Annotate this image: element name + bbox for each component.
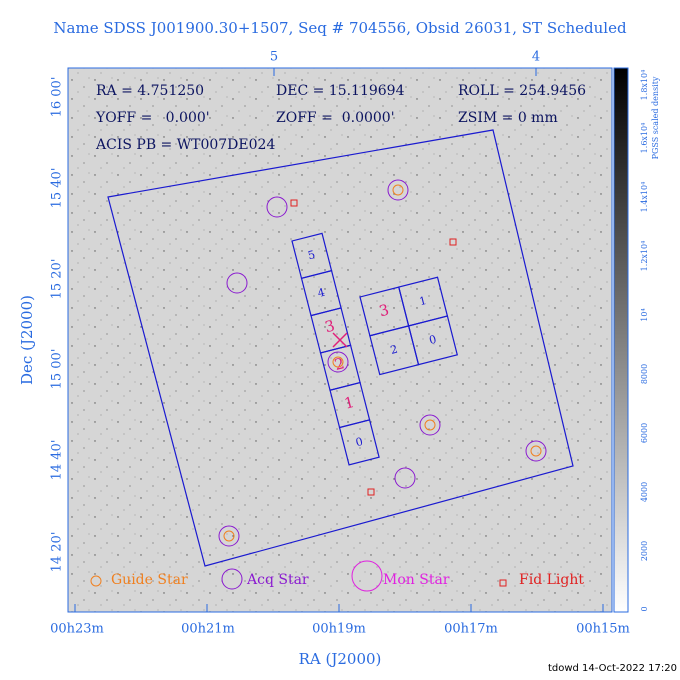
info-roll: ROLL = 254.9456 [458, 83, 586, 99]
colorbar-tick: 4000 [640, 482, 649, 502]
info-acis: ACIS PB = WT007DE024 [95, 137, 275, 153]
guide-star [332, 356, 344, 368]
guide-star [223, 530, 235, 542]
fid-lights [290, 199, 457, 496]
chip-label: 3 [377, 301, 391, 321]
legend-guide-icon [90, 575, 102, 587]
chip-label: 1 [342, 393, 356, 413]
aimpoint [332, 332, 348, 348]
colorbar-tick: 10⁴ [640, 308, 649, 321]
chip-label: 4 [316, 286, 326, 300]
chip-label: 0 [428, 333, 438, 347]
info-zsim: ZSIM = 0 mm [458, 110, 558, 126]
y-tick-label: 15 00' [50, 349, 65, 390]
colorbar-label: PGSS scaled density [651, 76, 660, 159]
legend-mon-icon [351, 560, 383, 592]
x-ticks [74, 68, 604, 612]
acq-star [327, 351, 349, 373]
chip [407, 315, 459, 366]
acq-star [218, 525, 240, 547]
top-tick-label: 4 [532, 50, 540, 65]
legend-fid: Fid Light [519, 572, 584, 588]
acq-star [525, 440, 547, 462]
fid-light [367, 488, 375, 496]
y-tick-label: 14 20' [50, 532, 65, 573]
chip-label: 1 [418, 294, 428, 308]
footer: tdowd 14-Oct-2022 17:20 [548, 663, 677, 674]
x-axis-label: RA (J2000) [299, 650, 382, 668]
x-tick-label: 00h19m [312, 622, 366, 637]
chip [338, 419, 380, 466]
acq-star [387, 179, 409, 201]
colorbar-tick: 1.4x10⁴ [640, 182, 649, 213]
stars [218, 179, 547, 547]
i-array: 3 1 2 0 [359, 276, 459, 376]
chip-label: 3 [323, 316, 337, 336]
chip-label: 2 [389, 343, 399, 357]
colorbar-tick: 1.6x10⁴ [640, 123, 649, 154]
info-yoff: YOFF = 0.000' [95, 110, 210, 126]
chip-label: 2 [333, 354, 347, 374]
legend-acq-icon [221, 568, 243, 590]
acq-star [226, 272, 248, 294]
legend-fid-icon [499, 579, 507, 587]
legend-acq: Acq Star [246, 572, 309, 588]
s-array: 5 4 3 2 1 0 [291, 232, 380, 466]
legend-guide: Guide Star [111, 572, 188, 588]
colorbar-tick: 6000 [640, 423, 649, 443]
acq-star [266, 196, 288, 218]
y-tick-label: 14 40' [50, 440, 65, 481]
top-tick-label: 5 [270, 50, 278, 65]
y-tick-label: 15 40' [50, 168, 65, 209]
acq-star [394, 467, 416, 489]
field-of-view [107, 129, 574, 567]
info-ra: RA = 4.751250 [96, 83, 204, 99]
x-tick-label: 00h17m [444, 622, 498, 637]
colorbar [613, 67, 629, 613]
y-tick-label: 16 00' [50, 77, 65, 118]
info-dec: DEC = 15.119694 [276, 83, 405, 99]
title: Name SDSS J001900.30+1507, Seq # 704556,… [53, 19, 627, 37]
x-tick-label: 00h21m [181, 622, 235, 637]
guide-star [424, 419, 436, 431]
guide-star [530, 445, 542, 457]
colorbar-tick: 0 [640, 606, 649, 611]
colorbar-tick: 8000 [640, 364, 649, 384]
colorbar-tick: 1.8x10⁴ [640, 70, 649, 101]
chip-label: 5 [307, 248, 317, 262]
colorbar-tick: 1.2x10⁴ [640, 241, 649, 272]
legend-mon: Mon Star [383, 572, 450, 588]
x-tick-label: 00h15m [576, 622, 630, 637]
info-zoff: ZOFF = 0.0000' [276, 110, 395, 126]
y-tick-label: 15 20' [50, 259, 65, 300]
fid-light [290, 199, 298, 207]
acq-star [419, 414, 441, 436]
guide-star [392, 184, 404, 196]
x-tick-label: 00h23m [50, 622, 104, 637]
chip-label: 0 [354, 435, 364, 449]
fid-light [449, 238, 457, 246]
y-axis-label: Dec (J2000) [18, 295, 36, 385]
colorbar-tick: 2000 [640, 541, 649, 561]
